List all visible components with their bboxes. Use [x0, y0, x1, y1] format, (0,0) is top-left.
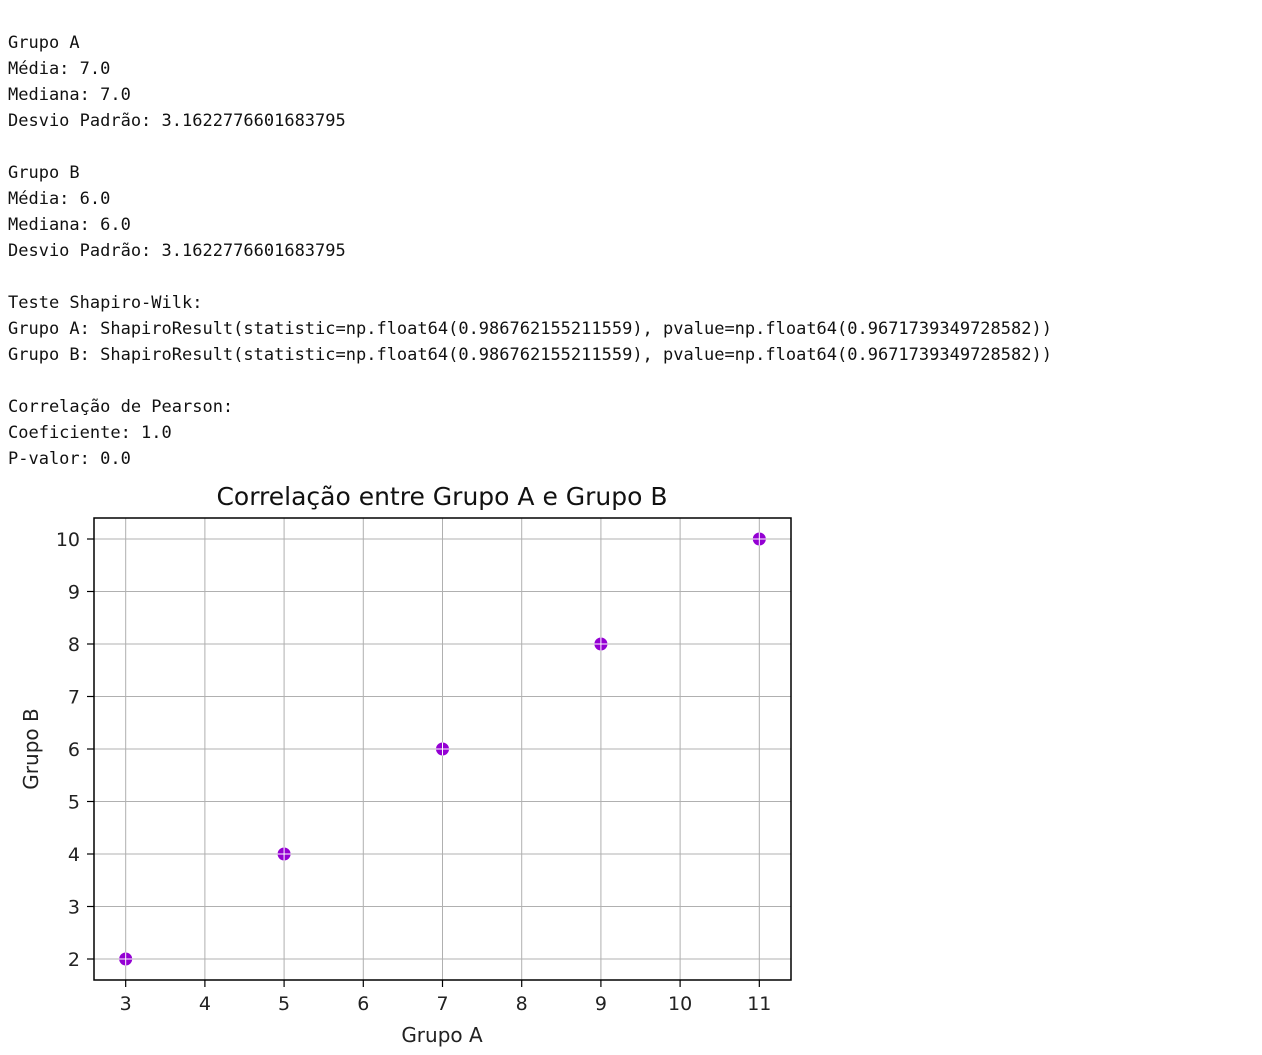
x-axis-label: Grupo A	[401, 1023, 483, 1047]
x-tick-label: 6	[357, 993, 369, 1015]
output-line: P-valor: 0.0	[8, 449, 131, 469]
y-tick-label: 4	[68, 844, 80, 866]
blank-line	[8, 368, 1052, 394]
scatter-point	[436, 742, 449, 756]
y-tick-label: 6	[68, 739, 80, 761]
scatter-point	[752, 532, 766, 546]
output-line: Mediana: 7.0	[8, 85, 131, 105]
blank-line	[8, 134, 1052, 160]
x-tick-label: 3	[120, 993, 132, 1015]
output-line: Média: 6.0	[8, 189, 111, 209]
output-line: Teste Shapiro-Wilk:	[8, 293, 203, 313]
scatter-chart: 3 4 5 6 7 8 9 10 11 2 3 4 5 6 7 8 9 10 Correlação entre G…	[19, 482, 792, 1047]
y-tick-label: 10	[56, 529, 80, 551]
output-line: Coeficiente: 1.0	[8, 423, 172, 443]
output-line: Média: 7.0	[8, 59, 111, 79]
x-tick-label: 11	[747, 993, 771, 1015]
data-points	[119, 532, 766, 966]
scatter-point	[119, 952, 133, 966]
y-tick-label: 8	[68, 634, 80, 656]
y-axis-label: Grupo B	[19, 708, 43, 789]
plot-area-frame	[93, 517, 792, 981]
x-tick-label: 5	[278, 993, 290, 1015]
output-line: Mediana: 6.0	[8, 215, 131, 235]
output-line: Correlação de Pearson:	[8, 397, 234, 417]
y-tick-label: 7	[68, 687, 80, 709]
x-tick-label: 4	[199, 993, 211, 1015]
y-tick-label: 3	[68, 897, 80, 919]
y-tick-label: 5	[68, 792, 80, 814]
output-line: Grupo B	[8, 163, 80, 183]
console-output: Grupo A Média: 7.0 Mediana: 7.0 Desvio Padr…	[8, 30, 1052, 472]
x-tick-label: 9	[595, 993, 607, 1015]
x-tick-label: 8	[516, 993, 528, 1015]
output-line: Grupo A: ShapiroResult(statistic=np.floa…	[8, 319, 1052, 339]
chart-title: Correlação entre Grupo A e Grupo B	[216, 482, 667, 511]
axis-ticks: 3 4 5 6 7 8 9 10 11 2 3 4 5 6 7 8 9 10	[56, 529, 772, 1015]
scatter-point	[594, 637, 608, 651]
output-line: Desvio Padrão: 3.1622776601683795	[8, 111, 346, 131]
output-line: Grupo B: ShapiroResult(statistic=np.floa…	[8, 345, 1052, 365]
blank-line	[8, 264, 1052, 290]
output-line: Grupo A	[8, 33, 80, 53]
y-tick-label: 9	[68, 582, 80, 604]
output-line: Desvio Padrão: 3.1622776601683795	[8, 241, 346, 261]
x-tick-label: 7	[436, 993, 448, 1015]
x-tick-label: 10	[668, 993, 692, 1015]
scatter-point	[277, 847, 291, 861]
y-tick-label: 2	[68, 949, 80, 971]
